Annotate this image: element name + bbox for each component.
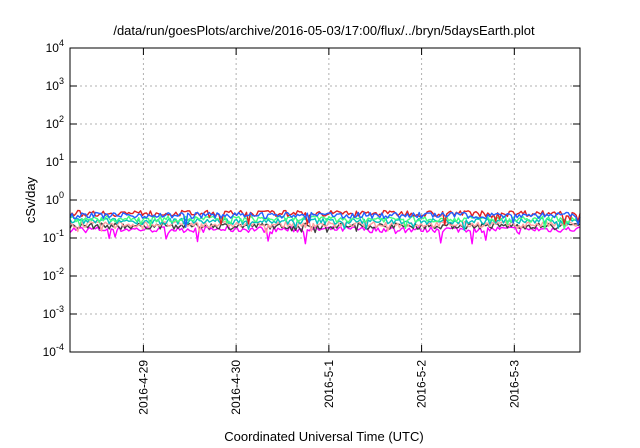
y-tick-label: 103 <box>46 76 64 93</box>
chart-title: /data/run/goesPlots/archive/2016-05-03/1… <box>113 23 535 38</box>
x-tick-label: 2016-4-29 <box>136 360 150 415</box>
series-line <box>69 225 581 245</box>
series-line <box>69 211 581 229</box>
x-axis-label: Coordinated Universal Time (UTC) <box>224 429 423 444</box>
y-tick-label: 10-3 <box>43 304 64 321</box>
y-axis-label: cSv/day <box>23 176 38 223</box>
y-tick-label: 101 <box>46 152 64 169</box>
y-tick-label: 10-2 <box>43 266 64 283</box>
x-tick-label: 2016-5-1 <box>322 360 336 408</box>
x-tick-label: 2016-5-3 <box>507 360 521 408</box>
y-tick-label: 104 <box>46 38 64 55</box>
series-line <box>69 220 581 234</box>
x-tick-label: 2016-4-30 <box>229 360 243 415</box>
y-tick-label: 100 <box>46 190 64 207</box>
y-tick-label: 10-4 <box>43 342 64 359</box>
y-tick-label: 10-1 <box>43 228 64 245</box>
ticks: 10-4 10-3 10-2 10-1 100 101 102 103 104 2016-4-29… <box>43 38 580 415</box>
x-tick-label: 2016-5-2 <box>415 360 429 408</box>
y-tick-label: 102 <box>46 114 64 131</box>
series-layer <box>69 209 581 245</box>
grid <box>70 48 580 352</box>
